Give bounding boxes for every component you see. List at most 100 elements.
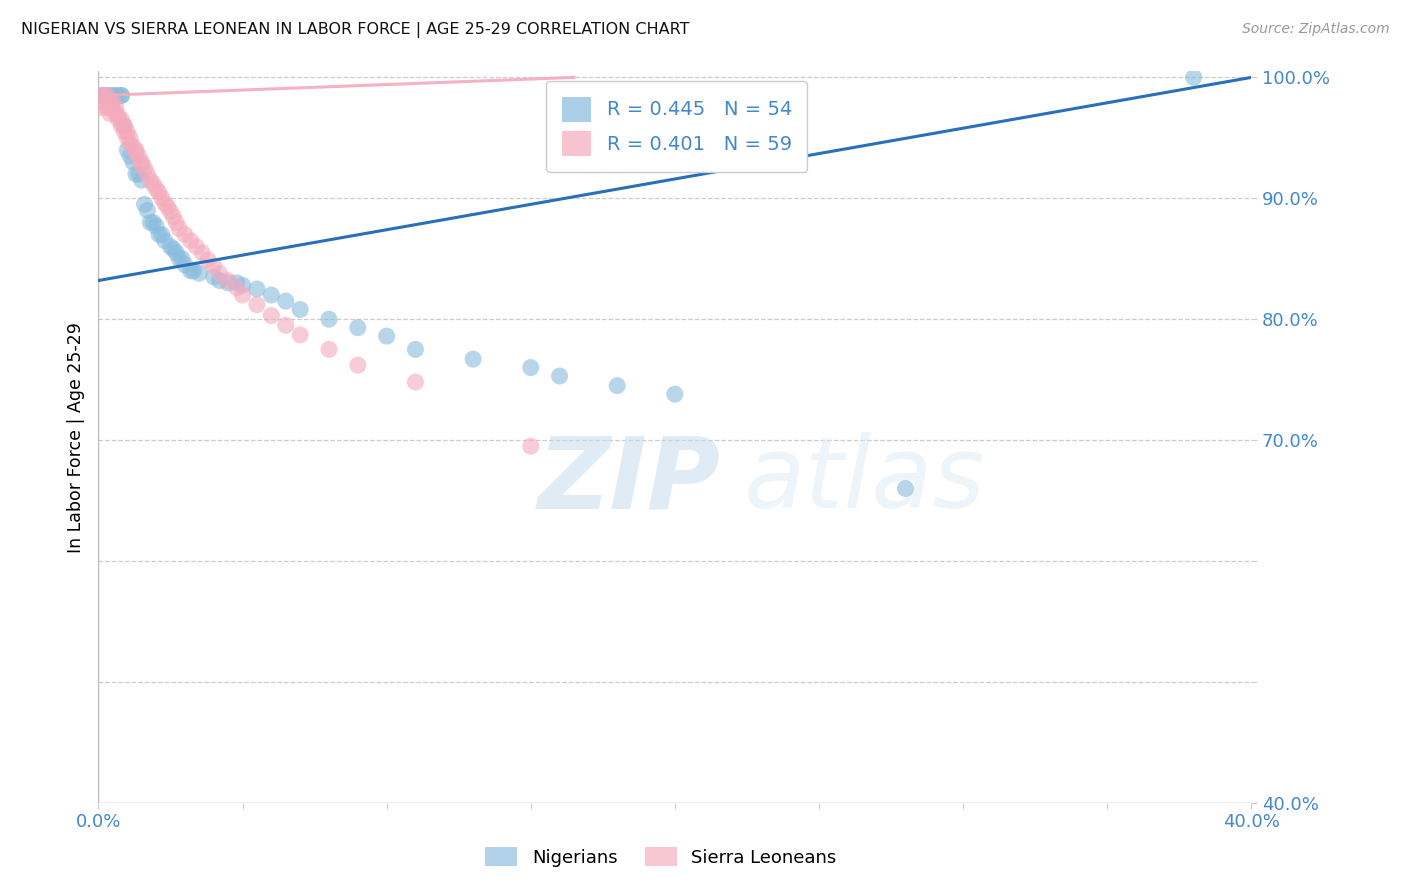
Point (148, 227, 170, 242)
Point (894, 482, 917, 496)
Text: NIGERIAN VS SIERRA LEONEAN IN LABOR FORCE | AGE 25-29 CORRELATION CHART: NIGERIAN VS SIERRA LEONEAN IN LABOR FORC… (21, 22, 689, 38)
Point (131, 173, 153, 187)
Point (96, 101, 118, 115)
Point (107, 88, 129, 103)
Point (104, 101, 127, 115)
Point (260, 288, 283, 302)
Point (96, 88, 118, 103)
Point (167, 252, 190, 266)
Point (274, 294, 297, 309)
Point (191, 245, 214, 260)
Point (318, 343, 340, 357)
Point (136, 203, 159, 218)
Point (246, 282, 269, 296)
Point (405, 343, 427, 357)
Point (1182, 70, 1205, 85)
Point (101, 101, 124, 115)
Point (165, 215, 187, 229)
Point (104, 88, 127, 103)
Point (346, 358, 368, 372)
Point (125, 167, 148, 181)
Point (548, 369, 571, 384)
Point (131, 155, 153, 169)
Point (139, 215, 162, 229)
Point (159, 204, 181, 219)
Point (93, 95, 115, 109)
Point (122, 155, 145, 169)
Point (318, 312, 340, 326)
Text: atlas: atlas (744, 433, 986, 530)
Point (208, 266, 231, 280)
Point (156, 200, 179, 214)
Point (148, 186, 170, 200)
Point (188, 266, 211, 280)
Point (145, 219, 167, 233)
Point (134, 197, 156, 211)
Point (405, 375, 427, 389)
Point (606, 378, 628, 392)
Point (260, 309, 283, 323)
Point (93, 88, 115, 103)
Point (162, 210, 184, 224)
Point (110, 88, 132, 103)
Point (101, 95, 124, 109)
Point (153, 196, 176, 211)
Point (107, 112, 129, 127)
Point (101, 88, 124, 103)
Point (231, 288, 254, 302)
Point (93, 88, 115, 103)
Legend: R = 0.445   N = 54, R = 0.401   N = 59: R = 0.445 N = 54, R = 0.401 N = 59 (547, 81, 807, 172)
Text: ZIP: ZIP (538, 433, 721, 530)
Point (107, 109, 129, 123)
Point (174, 258, 197, 272)
Point (225, 281, 247, 295)
Point (104, 106, 127, 120)
Point (231, 278, 254, 293)
Point (208, 273, 231, 287)
Point (186, 240, 208, 254)
Point (128, 167, 150, 181)
Point (96, 88, 118, 103)
Point (461, 352, 484, 367)
Legend: Nigerians, Sierra Leoneans: Nigerians, Sierra Leoneans (478, 840, 844, 874)
Point (274, 318, 297, 333)
Point (174, 227, 197, 242)
Point (159, 240, 181, 254)
Point (290, 327, 312, 342)
Point (142, 177, 165, 191)
Point (98, 88, 121, 103)
Point (136, 167, 159, 181)
Point (90, 88, 112, 103)
Point (98, 95, 121, 109)
Point (125, 145, 148, 160)
Point (125, 143, 148, 157)
Point (120, 131, 142, 145)
Point (202, 269, 225, 284)
Point (128, 149, 150, 163)
Point (180, 234, 202, 248)
Point (520, 360, 543, 375)
Point (225, 276, 247, 290)
Point (167, 221, 190, 235)
Point (217, 276, 239, 290)
Point (112, 119, 135, 133)
Point (112, 125, 135, 139)
Point (117, 125, 138, 139)
Point (110, 119, 132, 133)
Point (117, 143, 138, 157)
Point (150, 227, 173, 242)
Point (93, 88, 115, 103)
Point (131, 157, 153, 171)
Y-axis label: In Labor Force | Age 25-29: In Labor Force | Age 25-29 (66, 322, 84, 552)
Point (110, 112, 132, 127)
Point (120, 149, 142, 163)
Point (290, 302, 312, 317)
Point (180, 264, 202, 278)
Point (375, 329, 398, 343)
Point (122, 139, 145, 153)
Point (165, 245, 187, 260)
Point (246, 298, 269, 312)
Point (139, 173, 162, 187)
Point (197, 252, 219, 267)
Point (110, 88, 132, 103)
